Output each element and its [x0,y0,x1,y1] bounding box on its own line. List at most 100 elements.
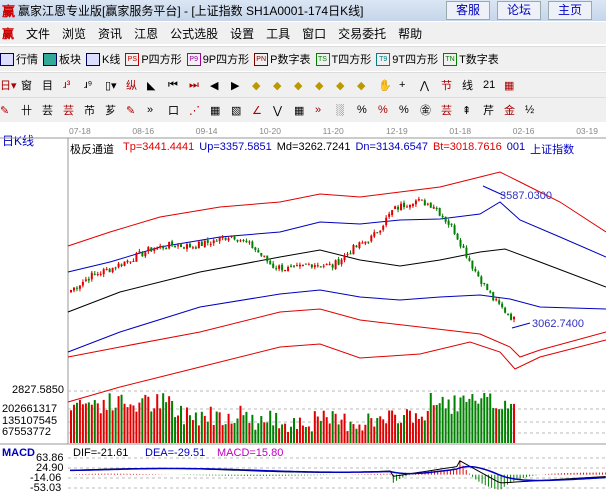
toolbar3-tool-icon-23[interactable]: 芹 [483,105,494,117]
ps-icon: PS [125,52,140,66]
toolbar3-tool-icon-10[interactable]: ▦ [210,104,221,117]
toolbar2-tool-icon-4[interactable]: ɹ⁹ [84,79,93,91]
toolbar-button-5[interactable]: PN P数字表 [254,51,311,67]
toolbar2-tool-icon-11[interactable]: ▶ [231,79,240,92]
chart-area[interactable]: 日K线 07-18 08-16 09-14 10-20 11-20 12-19 01-18 0… [0,122,606,501]
volume-bar [444,408,447,443]
menu-formula-screening[interactable]: 公式选股 [170,26,219,41]
homepage-button[interactable]: 主页 [548,1,592,20]
toolbar2-tool-icon-20[interactable]: ⋀ [420,79,430,92]
menu-help[interactable]: 帮助 [398,26,423,41]
toolbar2-tool-icon-6[interactable]: 纵 [126,80,137,92]
forum-button[interactable]: 论坛 [497,1,541,20]
candle-up [90,272,93,280]
toolbar3-tool-icon-25[interactable]: ½ [525,104,535,116]
candle-up [325,263,328,265]
candle-down [474,268,477,272]
toolbar3-tool-icon-6[interactable]: ✎ [126,104,136,117]
candle-up [203,240,206,247]
volume-bar [465,401,468,443]
candle-up [147,247,150,252]
toolbar3-tool-icon-2[interactable]: 芸 [42,105,53,117]
volume-bar [123,403,126,443]
toolbar3-tool-icon-3[interactable]: 芸 [63,105,74,117]
menu-gann[interactable]: 江恩 [134,26,159,41]
toolbar2-tool-icon-3[interactable]: ɹ³ [63,79,71,91]
toolbar2-tool-icon-5[interactable]: ▯▾ [105,79,117,92]
menu-settings[interactable]: 设置 [230,26,255,41]
toolbar2-tool-icon-23[interactable]: 21 [483,79,496,91]
toolbar3-tool-icon-15[interactable]: » [315,104,322,116]
toolbar2-tool-icon-17[interactable]: ◆ [357,79,366,92]
app-menu-icon[interactable]: 赢 [2,26,15,41]
volume-bar [471,394,474,443]
toolbar3-tool-icon-7[interactable]: » [147,104,154,116]
toolbar2-tool-icon-0[interactable]: 日▾ [0,80,17,92]
menu-info[interactable]: 资讯 [98,26,123,41]
toolbar3-tool-icon-12[interactable]: ∠ [252,104,262,117]
toolbar2-tool-icon-8[interactable]: ⏮ [168,78,178,91]
toolbar2-tool-icon-2[interactable]: 目 [42,80,53,92]
toolbar3-tool-icon-17[interactable]: % [357,104,367,116]
toolbar3-tool-icon-9[interactable]: ⋰ [189,104,200,117]
toolbar3-tool-icon-20[interactable]: ㊎ [420,105,431,117]
toolbar2-tool-icon-13[interactable]: ◆ [273,79,282,92]
toolbar2-tool-icon-22[interactable]: 线 [462,80,473,92]
kline-chart[interactable] [0,122,606,501]
candle-down [367,241,370,243]
toolbar-button-6[interactable]: TS T四方形 [315,51,371,67]
toolbar3-tool-icon-14[interactable]: ▦ [294,104,305,117]
toolbar3-tool-icon-22[interactable]: ⇞ [462,104,472,117]
toolbar2-tool-icon-16[interactable]: ◆ [336,79,345,92]
toolbar3-tool-icon-11[interactable]: ▧ [231,104,242,117]
candle-down [310,264,313,268]
toolbar-button-0[interactable]: 行情 [0,51,38,67]
menu-window[interactable]: 窗口 [302,26,327,41]
toolbar2-tool-icon-1[interactable]: 窗 [21,80,32,92]
menu-trade[interactable]: 交易委托 [338,26,387,41]
candle-down [174,245,177,248]
toolbar3-tool-icon-8[interactable]: 口 [168,105,179,117]
toolbar3-tool-icon-13[interactable]: ⋁ [273,104,283,117]
toolbar-button-8[interactable]: TN T数字表 [443,51,499,67]
candle-down [272,263,275,268]
toolbar2-tool-icon-15[interactable]: ◆ [315,79,324,92]
toolbar3-tool-icon-24[interactable]: 金 [504,105,515,117]
volume-bar [295,429,298,443]
menu-file[interactable]: 文件 [26,26,51,41]
volume-bar [391,410,394,443]
toolbar3-tool-icon-18[interactable]: % [378,104,388,116]
toolbar2-tool-icon-12[interactable]: ◆ [252,79,261,92]
candle-up [99,273,102,275]
volume-bar [290,426,293,443]
volume-bar [108,393,111,443]
toolbar3-tool-icon-1[interactable]: 卄 [21,105,32,117]
toolbar2-tool-icon-9[interactable]: ⏭ [189,78,199,91]
candle-down [453,225,456,234]
candle-down [450,223,453,225]
toolbar3-tool-icon-0[interactable]: ✎ [0,104,10,117]
toolbar2-tool-icon-14[interactable]: ◆ [294,79,303,92]
toolbar-button-7[interactable]: T9 9T四方形 [376,51,438,67]
toolbar2-tool-icon-24[interactable]: ▦ [504,79,515,92]
toolbar3-tool-icon-19[interactable]: % [399,104,409,116]
table-icon [0,52,14,66]
candle-up [411,203,414,207]
toolbar2-tool-icon-21[interactable]: 节 [441,80,452,92]
toolbar3-tool-icon-4[interactable]: 芇 [84,105,95,117]
toolbar2-tool-icon-7[interactable]: ◣ [147,79,156,92]
menu-tools[interactable]: 工具 [266,26,291,41]
toolbar-button-4[interactable]: P9 9P四方形 [186,51,249,67]
menu-browse[interactable]: 浏览 [62,26,87,41]
service-button[interactable]: 客服 [446,1,490,20]
volume-bar [269,410,272,443]
toolbar3-tool-icon-21[interactable]: 芸 [441,105,452,117]
toolbar3-tool-icon-16[interactable]: ░ [336,104,344,116]
toolbar-button-2[interactable]: K线 [86,51,120,67]
toolbar-button-1[interactable]: 板块 [43,51,81,67]
toolbar-button-3[interactable]: PS P四方形 [125,51,182,67]
toolbar2-tool-icon-18[interactable]: ✋ [378,79,392,92]
toolbar2-tool-icon-10[interactable]: ◀ [210,79,219,92]
toolbar2-tool-icon-19[interactable]: + [399,79,406,91]
toolbar3-tool-icon-5[interactable]: 芗 [105,105,116,117]
